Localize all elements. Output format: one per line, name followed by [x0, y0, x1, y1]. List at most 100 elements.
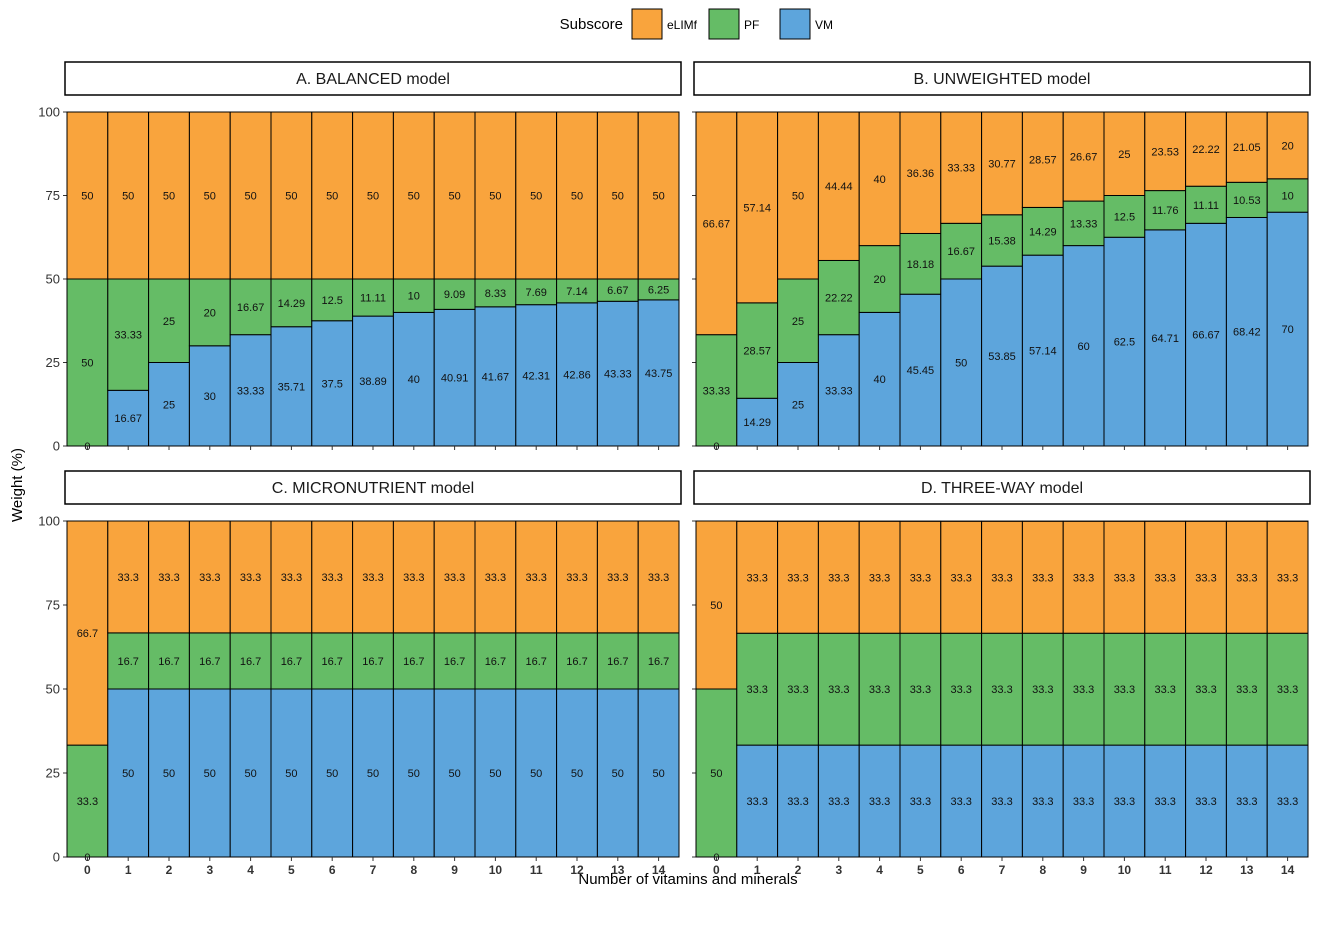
- data-label-vm: 42.31: [522, 370, 550, 382]
- bar-segment-vm: [1021, 254, 1064, 447]
- data-label-vm: 50: [571, 768, 583, 780]
- x-tick-label: 13: [611, 863, 625, 877]
- data-label-elimf: 33.33: [947, 163, 975, 175]
- bar-segment-pf: [695, 334, 738, 447]
- data-label-pf: 12.5: [1114, 211, 1135, 223]
- data-label-vm: 50: [244, 768, 256, 780]
- bar-segment-vm: [940, 278, 983, 447]
- panel-c: C. MICRONUTRIENT model0255075100033.366.…: [38, 470, 682, 877]
- data-label-elimf: 33.3: [991, 572, 1012, 584]
- bar-segment-pf: [981, 632, 1023, 746]
- bar-segment-elimf: [736, 520, 779, 634]
- data-label-pf: 16.7: [648, 656, 669, 668]
- bar-segment-pf: [777, 278, 819, 363]
- bar-segment-elimf: [695, 520, 738, 690]
- bar-segment-pf: [1266, 178, 1309, 213]
- bar-segment-pf: [1103, 632, 1146, 746]
- bar-segment-elimf: [981, 111, 1023, 216]
- data-label-elimf: 66.67: [703, 218, 731, 230]
- legend-swatch-pf: [708, 8, 740, 40]
- bar-segment-pf: [188, 632, 231, 690]
- x-tick-label: 13: [1240, 863, 1254, 877]
- data-label-elimf: 33.3: [1236, 572, 1257, 584]
- data-label-pf: 16.7: [485, 656, 506, 668]
- data-label-elimf: 50: [710, 600, 722, 612]
- data-label-pf: 10.53: [1233, 195, 1261, 207]
- data-label-elimf: 36.36: [907, 168, 935, 180]
- data-label-elimf: 33.3: [485, 572, 506, 584]
- bar-segment-elimf: [352, 520, 394, 634]
- data-label-pf: 33.3: [828, 684, 849, 696]
- data-label-vm: 33.3: [1073, 796, 1094, 808]
- data-label-elimf: 50: [652, 191, 664, 203]
- data-label-elimf: 50: [408, 191, 420, 203]
- data-label-elimf: 50: [489, 191, 501, 203]
- bar-segment-vm: [736, 744, 779, 858]
- data-label-pf: 33.3: [910, 684, 931, 696]
- bar-segment-elimf: [940, 520, 983, 634]
- bar-segment-elimf: [188, 520, 231, 634]
- data-label-pf: 9.09: [444, 289, 465, 301]
- bar-segment-elimf: [66, 520, 109, 746]
- bar-segment-elimf: [107, 520, 150, 634]
- x-tick-label: 11: [1159, 863, 1172, 877]
- bar-segment-pf: [1225, 181, 1268, 218]
- data-label-pf: 33.3: [77, 796, 98, 808]
- data-label-elimf: 44.44: [825, 181, 853, 193]
- data-label-vm: 50: [204, 768, 216, 780]
- bar-segment-pf: [1185, 632, 1227, 746]
- data-label-pf: 10: [408, 291, 420, 303]
- data-label-elimf: 57.14: [743, 202, 771, 214]
- data-label-pf: 16.7: [525, 656, 546, 668]
- data-label-vm: 50: [652, 768, 664, 780]
- x-tick-label: 6: [329, 863, 336, 877]
- panel-title-strip: [693, 470, 1311, 505]
- panel-title-strip: [64, 61, 682, 96]
- bar-segment-elimf: [474, 111, 517, 280]
- data-label-elimf: 50: [81, 191, 93, 203]
- data-label-elimf: 50: [163, 191, 175, 203]
- data-label-elimf: 50: [612, 191, 624, 203]
- data-label-vm: 30: [204, 391, 216, 403]
- bar-segment-vm: [736, 397, 779, 447]
- data-label-pf: 33.33: [114, 330, 142, 342]
- data-label-pf: 16.67: [947, 246, 975, 258]
- data-label-elimf: 33.3: [117, 572, 138, 584]
- data-label-vm: 50: [612, 768, 624, 780]
- data-label-elimf: 66.7: [77, 628, 98, 640]
- bar-segment-vm: [392, 688, 435, 858]
- data-label-elimf: 33.3: [1195, 572, 1216, 584]
- bar-segment-elimf: [352, 111, 394, 280]
- data-label-vm: 33.3: [869, 796, 890, 808]
- legend-title: Subscore: [560, 16, 623, 33]
- bar-segment-pf: [1021, 632, 1064, 746]
- bar-segment-elimf: [1103, 111, 1146, 196]
- data-label-elimf: 33.3: [362, 572, 383, 584]
- data-label-vm: 33.3: [991, 796, 1012, 808]
- bar-segment-vm: [817, 744, 860, 858]
- x-tick-label: 5: [288, 863, 295, 877]
- x-tick-label: 9: [451, 863, 458, 877]
- legend-label-elimf: eLIMf: [667, 18, 698, 32]
- bar-segment-elimf: [1266, 520, 1309, 634]
- data-label-vm: 33.3: [1195, 796, 1216, 808]
- bar-segment-vm: [596, 300, 639, 447]
- data-label-elimf: 33.3: [321, 572, 342, 584]
- data-label-pf: 33.3: [869, 684, 890, 696]
- x-tick-label: 7: [999, 863, 1006, 877]
- data-label-pf: 16.7: [362, 656, 383, 668]
- data-label-pf: 15.38: [988, 235, 1016, 247]
- data-label-vm: 50: [163, 768, 175, 780]
- data-label-pf: 7.14: [566, 286, 587, 298]
- data-label-pf: 50: [710, 768, 722, 780]
- data-label-vm: 50: [326, 768, 338, 780]
- bar-segment-vm: [899, 744, 942, 858]
- data-label-vm: 16.67: [114, 413, 142, 425]
- panel-title: A. BALANCED model: [296, 71, 450, 88]
- data-label-vm: 33.3: [1277, 796, 1298, 808]
- bar-segment-vm: [637, 299, 680, 447]
- x-tick-label: 10: [489, 863, 503, 877]
- data-label-elimf: 50: [204, 191, 216, 203]
- data-label-elimf: 23.53: [1151, 146, 1179, 158]
